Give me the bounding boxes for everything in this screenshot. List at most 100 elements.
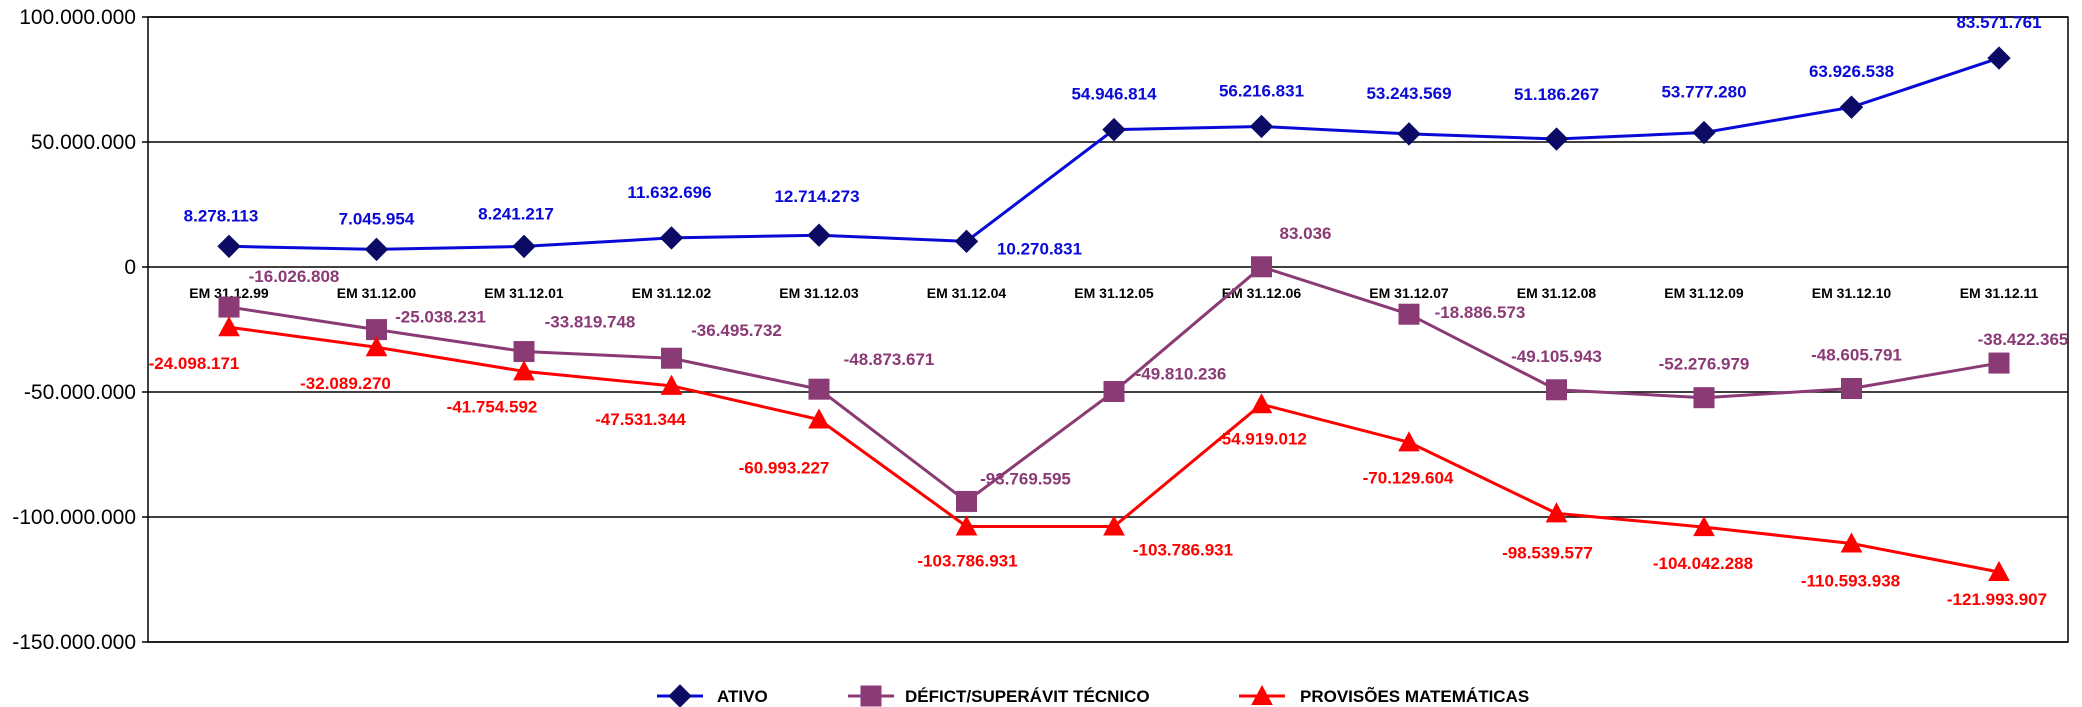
data-label: -48.605.791 xyxy=(1811,346,1902,365)
diamond-marker xyxy=(364,237,389,262)
plot-area-border xyxy=(147,16,2069,643)
data-label: 51.186.267 xyxy=(1514,85,1599,104)
data-label: -18.886.573 xyxy=(1435,303,1526,322)
data-label: 53.243.569 xyxy=(1366,84,1451,103)
data-label: -103.786.931 xyxy=(1133,540,1233,559)
triangle-marker xyxy=(1398,431,1420,452)
data-label: -110.593.938 xyxy=(1801,571,1900,590)
square-marker xyxy=(956,490,977,512)
data-label: -16.026.808 xyxy=(249,267,340,286)
data-label: -93.769.595 xyxy=(980,469,1071,488)
data-label: -49.105.943 xyxy=(1511,347,1602,366)
data-label: -49.810.236 xyxy=(1136,365,1227,384)
square-marker xyxy=(1841,378,1862,400)
data-label: -24.098.171 xyxy=(149,354,240,373)
data-label: 53.777.280 xyxy=(1661,83,1746,102)
gridlines xyxy=(148,16,2068,643)
data-label: -33.819.748 xyxy=(545,313,636,332)
diamond-marker xyxy=(217,234,241,259)
data-label: -104.042.288 xyxy=(1653,554,1753,573)
data-label: -38.422.365 xyxy=(1978,330,2069,349)
data-label: -98.539.577 xyxy=(1502,543,1593,562)
triangle-marker xyxy=(1693,516,1715,537)
data-label: 56.216.831 xyxy=(1219,81,1304,100)
diamond-marker xyxy=(1839,95,1864,119)
legend: ATIVO DÉFICT/SUPERÁVIT TÉCNICO PROVISÕES M… xyxy=(657,684,1529,707)
y-tick-label: 100.000.000 xyxy=(19,6,136,29)
x-tick-label: EM 31.12.05 xyxy=(1074,285,1154,301)
diamond-marker xyxy=(668,684,692,707)
y-tick-label: -50.000.000 xyxy=(24,381,136,404)
x-tick-label: EM 31.12.10 xyxy=(1812,285,1892,301)
data-label: -48.873.671 xyxy=(844,350,935,369)
diamond-marker xyxy=(512,234,536,259)
diamond-marker xyxy=(1102,117,1126,142)
data-label: 10.270.831 xyxy=(997,239,1082,258)
data-label: -70.129.604 xyxy=(1363,468,1454,487)
triangle-marker xyxy=(1103,515,1125,536)
data-labels: 8.278.113 7.045.954 8.241.217 11.632.696 12.… xyxy=(149,13,2069,609)
square-marker xyxy=(661,347,682,369)
square-marker xyxy=(1398,303,1420,325)
data-label: -25.038.231 xyxy=(395,308,486,327)
triangle-marker xyxy=(1840,532,1863,553)
series-lines xyxy=(217,46,2011,581)
y-tick-label: -100.000.000 xyxy=(12,506,136,529)
triangle-marker xyxy=(1988,560,2010,581)
data-label: -41.754.592 xyxy=(447,397,538,416)
diamond-marker xyxy=(1249,114,1274,139)
y-tick-label: 0 xyxy=(124,256,136,279)
data-label: -32.089.270 xyxy=(300,374,391,393)
square-marker xyxy=(513,341,535,363)
x-tick-label: EM 31.12.07 xyxy=(1369,285,1449,301)
triangle-marker xyxy=(1250,393,1273,414)
diamond-marker xyxy=(807,223,831,247)
square-marker xyxy=(860,685,882,707)
x-tick-label: EM 31.12.06 xyxy=(1222,285,1302,301)
square-marker xyxy=(808,378,830,400)
x-tick-label: EM 31.12.00 xyxy=(337,285,417,301)
x-tick-label: EM 31.12.02 xyxy=(632,285,712,301)
diamond-marker xyxy=(1544,127,1569,151)
data-label: 8.241.217 xyxy=(478,204,554,223)
square-marker xyxy=(1693,387,1715,409)
triangle-marker xyxy=(1545,502,1568,523)
y-tick-label: -150.000.000 xyxy=(12,631,136,654)
triangle-marker xyxy=(218,316,240,337)
x-tick-label: EM 31.12.03 xyxy=(779,285,859,301)
data-label: -36.495.732 xyxy=(691,321,782,340)
axes: 100.000.000 50.000.000 0 -50.000.000 -100.00… xyxy=(12,6,2069,654)
y-tick-label: 50.000.000 xyxy=(31,131,136,154)
data-label: -52.276.979 xyxy=(1659,355,1750,374)
square-marker xyxy=(218,296,240,318)
data-label: -54.919.012 xyxy=(1216,429,1307,448)
data-label: -60.993.227 xyxy=(739,458,830,477)
data-label: 11.632.696 xyxy=(627,183,711,202)
x-tick-label: EM 31.12.08 xyxy=(1517,285,1597,301)
triangle-marker xyxy=(660,374,683,395)
data-label: 83.571.761 xyxy=(1956,13,2041,32)
x-tick-label: EM 31.12.09 xyxy=(1664,285,1744,301)
legend-entry-label: PROVISÕES MATEMÁTICAS xyxy=(1300,686,1529,706)
x-tick-label: EM 31.12.01 xyxy=(484,285,564,301)
diamond-marker xyxy=(1987,46,2011,70)
diamond-marker xyxy=(659,226,684,250)
square-marker xyxy=(1988,352,2010,374)
x-tick-label: EM 31.12.11 xyxy=(1960,285,2039,301)
x-tick-label: EM 31.12.04 xyxy=(927,285,1007,301)
data-label: -47.531.344 xyxy=(595,410,686,429)
triangle-marker xyxy=(1251,684,1273,705)
diamond-marker xyxy=(954,229,979,254)
data-label: 63.926.538 xyxy=(1809,62,1894,81)
triangle-marker xyxy=(365,336,388,357)
x-tick-label: EM 31.12.99 xyxy=(189,285,269,301)
diamond-marker xyxy=(1692,120,1716,145)
data-label: -121.993.907 xyxy=(1947,590,2047,609)
data-label: -103.786.931 xyxy=(917,551,1017,570)
data-label: 83.036 xyxy=(1280,224,1332,243)
triangle-marker xyxy=(513,360,535,381)
square-marker xyxy=(1251,256,1272,278)
triangle-marker xyxy=(808,408,830,429)
legend-entry-label: DÉFICT/SUPERÁVIT TÉCNICO xyxy=(905,687,1150,706)
